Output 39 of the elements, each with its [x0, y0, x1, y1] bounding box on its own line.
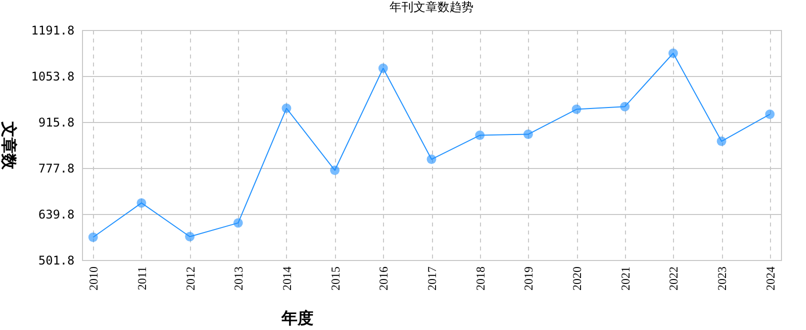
x-axis-title: 年度: [280, 308, 314, 328]
x-tick-label: 2020: [570, 266, 584, 290]
point: [620, 102, 630, 112]
x-tick-label: 2015: [328, 266, 342, 290]
y-tick-label: 1191.8: [31, 24, 74, 38]
x-tick-label: 2012: [183, 266, 198, 290]
y-tick-label: 915.8: [38, 116, 74, 130]
point: [185, 232, 195, 242]
y-tick-label: 639.8: [38, 208, 74, 222]
x-tick-label: 2024: [763, 266, 778, 290]
x-tick-label: 2014: [280, 266, 294, 290]
x-tick-label: 2022: [666, 266, 681, 290]
x-tick-label: 2011: [134, 266, 149, 290]
y-tick-label: 777.8: [38, 162, 74, 176]
point: [136, 198, 146, 208]
point: [765, 110, 775, 119]
point: [426, 154, 436, 164]
point: [378, 64, 388, 73]
x-tick-label: 2018: [473, 266, 488, 290]
y-axis-title: 文章数: [0, 120, 18, 170]
x-tick-label: 2016: [376, 266, 391, 290]
x-tick-label: 2021: [618, 266, 632, 290]
point: [475, 130, 485, 140]
point: [716, 136, 726, 146]
y-tick-label: 1053.8: [31, 70, 74, 84]
y-tick-label: 501.8: [38, 254, 74, 268]
x-tick-label: 2017: [425, 266, 439, 290]
point: [88, 232, 98, 242]
x-tick-label: 2023: [715, 266, 730, 290]
point: [282, 104, 292, 113]
x-tick-label: 2010: [86, 266, 101, 290]
x-tick-label: 2019: [522, 266, 536, 290]
point: [572, 104, 582, 114]
point: [668, 48, 678, 58]
point: [233, 218, 243, 228]
point: [330, 166, 340, 175]
chart-title: 年刊文章数趋势: [390, 0, 474, 14]
x-tick-label: 2013: [232, 266, 246, 290]
point: [523, 130, 533, 139]
